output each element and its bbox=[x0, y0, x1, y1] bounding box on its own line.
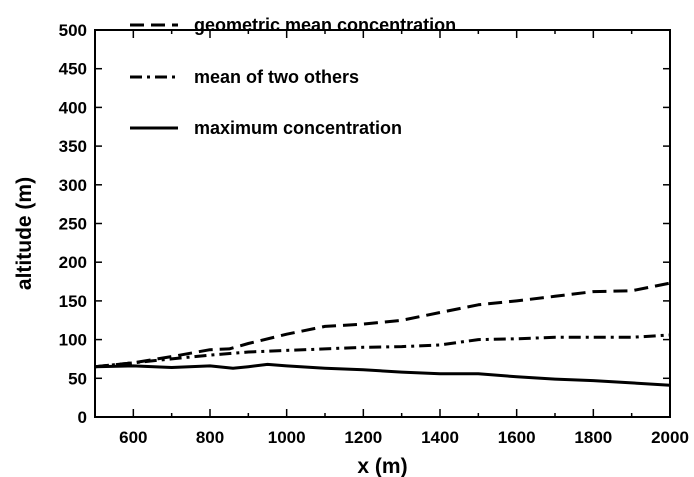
y-tick-label: 500 bbox=[59, 21, 87, 40]
x-axis-title: x (m) bbox=[357, 455, 407, 477]
series-line-dashed bbox=[94, 281, 671, 369]
y-tick-label: 0 bbox=[78, 408, 87, 427]
x-tick-label: 800 bbox=[196, 428, 224, 447]
x-tick-label: 1000 bbox=[268, 428, 306, 447]
y-tick-label: 300 bbox=[59, 176, 87, 195]
x-tick-label: 1600 bbox=[498, 428, 536, 447]
legend-label: maximum concentration bbox=[194, 118, 402, 138]
y-tick-label: 50 bbox=[68, 369, 87, 388]
legend: geometric mean concentration mean of two … bbox=[130, 15, 456, 138]
legend-label: mean of two others bbox=[194, 67, 359, 87]
axis-ticks: 0 50 100 150 200 250 300 350 400 450 500 600 800 1000… bbox=[59, 21, 689, 447]
y-tick-label: 400 bbox=[59, 98, 87, 117]
y-tick-label: 250 bbox=[59, 215, 87, 234]
y-tick-label: 350 bbox=[59, 137, 87, 156]
x-tick-label: 2000 bbox=[651, 428, 689, 447]
x-tick-label: 1200 bbox=[344, 428, 382, 447]
x-tick-label: 600 bbox=[119, 428, 147, 447]
y-axis-title: altitude (m) bbox=[13, 177, 36, 290]
x-tick-label: 1400 bbox=[421, 428, 459, 447]
y-tick-label: 200 bbox=[59, 253, 87, 272]
y-tick-label: 450 bbox=[59, 60, 87, 79]
plot-lines bbox=[94, 281, 671, 387]
x-tick-label: 1800 bbox=[574, 428, 612, 447]
series-line-dashdot bbox=[94, 333, 671, 369]
legend-label: geometric mean concentration bbox=[194, 15, 456, 35]
y-tick-label: 100 bbox=[59, 331, 87, 350]
y-tick-label: 150 bbox=[59, 292, 87, 311]
series-line-solid bbox=[94, 362, 671, 387]
